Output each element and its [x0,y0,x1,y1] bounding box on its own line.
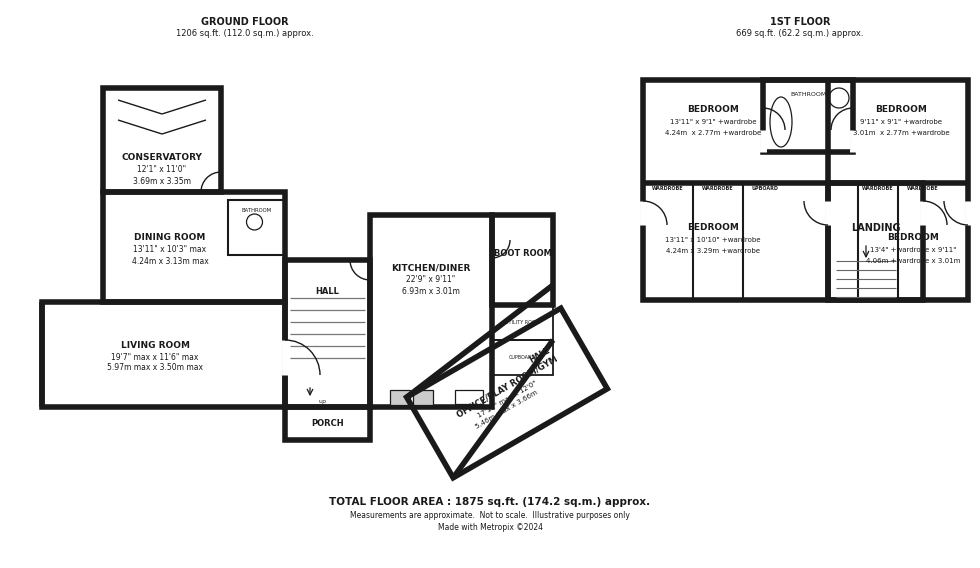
Bar [643,80,968,300]
Text: 5.46m max x 3.66m: 5.46m max x 3.66m [475,390,539,431]
Text: KITCHEN/DINER: KITCHEN/DINER [391,264,470,273]
Text: 13'11" x 10'10" +wardrobe: 13'11" x 10'10" +wardrobe [665,237,760,243]
Text: 19'7" max x 11'6" max: 19'7" max x 11'6" max [112,353,199,361]
Text: GROUND FLOOR: GROUND FLOOR [201,17,289,27]
Bar [103,192,285,302]
Text: CUPBOARD: CUPBOARD [509,355,536,360]
Bar [390,390,410,405]
Text: 4.24m  x 2.77m +wardrobe: 4.24m x 2.77m +wardrobe [664,130,761,136]
Text: 4.24m x 3.13m max: 4.24m x 3.13m max [131,257,209,265]
Text: Made with Metropix ©2024: Made with Metropix ©2024 [437,523,543,532]
Bar [42,302,285,407]
Bar [285,407,370,440]
Text: PORCH: PORCH [312,419,344,428]
Text: 13'4" +wardrobe x 9'11": 13'4" +wardrobe x 9'11" [870,247,956,253]
Text: BEDROOM: BEDROOM [687,106,739,115]
Bar [763,80,853,152]
Text: 22'9" x 9'11": 22'9" x 9'11" [407,275,456,285]
Text: LIVING ROOM: LIVING ROOM [121,340,189,349]
Text: BATHROOM: BATHROOM [241,207,271,212]
Text: 17'11" max x 12'0": 17'11" max x 12'0" [476,379,538,419]
Text: 13'11" x 10'3" max: 13'11" x 10'3" max [133,245,207,254]
Text: 669 sq.ft. (62.2 sq.m.) approx.: 669 sq.ft. (62.2 sq.m.) approx. [736,28,863,37]
Text: UTILITY ROOM: UTILITY ROOM [505,320,540,325]
Bar [492,340,553,375]
Text: BATHROOM: BATHROOM [790,93,826,98]
Text: BEDROOM: BEDROOM [687,223,739,232]
Bar [455,390,483,404]
Text: 6.93m x 3.01m: 6.93m x 3.01m [402,286,460,295]
Text: LANDING: LANDING [851,223,901,233]
Text: BOOT ROOM: BOOT ROOM [494,249,552,258]
Text: UPBOARD: UPBOARD [752,186,778,191]
Text: WARDROBE: WARDROBE [862,186,894,191]
Text: 3.69m x 3.35m: 3.69m x 3.35m [133,177,191,186]
Text: Measurements are approximate.  Not to scale.  Illustrative purposes only: Measurements are approximate. Not to sca… [350,512,630,520]
Text: HALL: HALL [528,345,552,365]
Text: up: up [318,399,326,403]
Bar [228,200,285,255]
Text: 5.97m max x 3.50m max: 5.97m max x 3.50m max [107,364,203,373]
Text: WARDROBE: WARDROBE [907,186,939,191]
Bar [492,215,553,305]
Text: 1206 sq.ft. (112.0 sq.m.) approx.: 1206 sq.ft. (112.0 sq.m.) approx. [176,28,314,37]
Text: DINING ROOM: DINING ROOM [134,233,206,243]
Bar [828,183,923,300]
Text: 13'11" x 9'1" +wardrobe: 13'11" x 9'1" +wardrobe [669,119,757,125]
Text: 3.01m  x 2.77m +wardrobe: 3.01m x 2.77m +wardrobe [853,130,950,136]
Text: BEDROOM: BEDROOM [887,233,939,243]
Bar [285,260,370,407]
Text: CONSERVATORY: CONSERVATORY [122,153,203,162]
Bar [413,390,433,405]
Bar [370,215,492,407]
Bar [492,305,553,340]
Text: 4.24m x 3.29m +wardrobe: 4.24m x 3.29m +wardrobe [666,248,760,254]
Text: OFFICE/PLAY ROOM/GYM: OFFICE/PLAY ROOM/GYM [455,354,559,420]
Text: WARDROBE: WARDROBE [703,186,734,191]
Text: 4.06m +wardrobe x 3.01m: 4.06m +wardrobe x 3.01m [865,258,960,264]
Text: WARDROBE: WARDROBE [652,186,684,191]
Text: 12'1" x 11'0": 12'1" x 11'0" [137,165,186,174]
Text: BEDROOM: BEDROOM [875,106,927,115]
Text: 1ST FLOOR: 1ST FLOOR [769,17,830,27]
Text: TOTAL FLOOR AREA : 1875 sq.ft. (174.2 sq.m.) approx.: TOTAL FLOOR AREA : 1875 sq.ft. (174.2 sq… [329,497,651,507]
Bar [103,88,221,192]
Text: 9'11" x 9'1" +wardrobe: 9'11" x 9'1" +wardrobe [860,119,942,125]
Text: HALL: HALL [315,287,339,296]
